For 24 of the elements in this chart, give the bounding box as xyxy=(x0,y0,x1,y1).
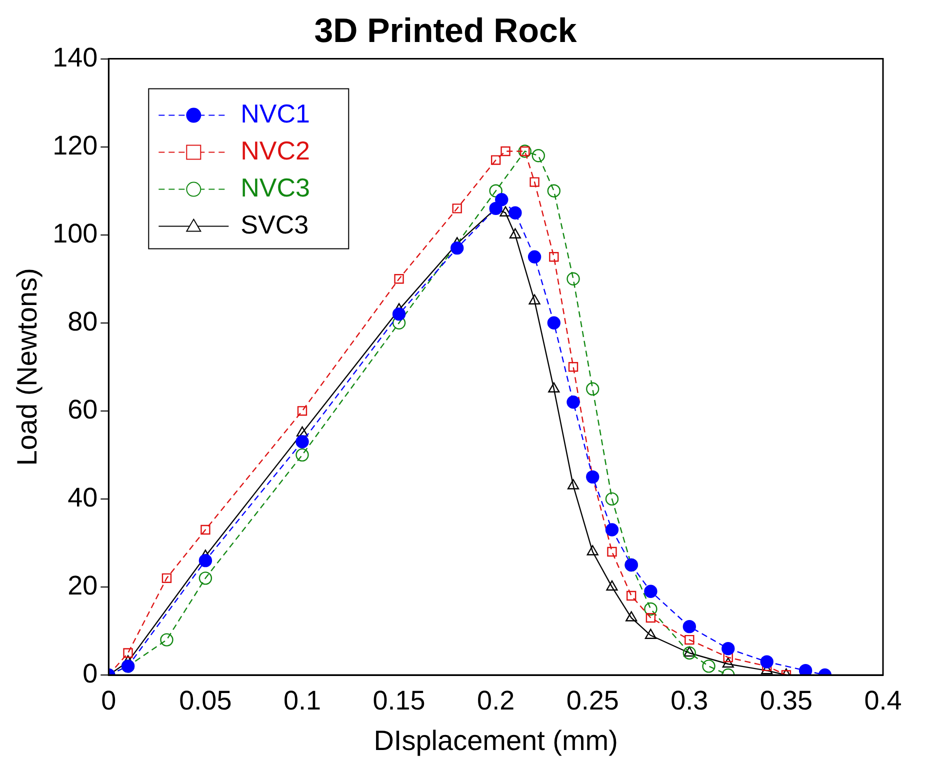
y-tick-label: 40 xyxy=(68,482,98,512)
legend-label: SVC3 xyxy=(240,209,309,240)
y-tick-label: 20 xyxy=(68,570,98,600)
x-tick-label: 0.2 xyxy=(477,686,515,716)
y-tick-label: 140 xyxy=(52,42,98,72)
y-tick-label: 100 xyxy=(52,218,98,248)
y-tick-label: 80 xyxy=(68,306,98,336)
x-tick-label: 0.35 xyxy=(760,686,812,716)
legend-label: NVC1 xyxy=(240,98,310,128)
legend-label: NVC3 xyxy=(240,172,310,202)
x-tick-label: 0 xyxy=(101,686,116,716)
y-tick-label: 120 xyxy=(52,130,98,160)
chart-title: 3D Printed Rock xyxy=(314,12,577,50)
legend-label: NVC2 xyxy=(240,135,310,166)
y-axis-title: Load (Newtons) xyxy=(12,268,43,466)
x-axis-title: DIsplacement (mm) xyxy=(374,724,618,756)
y-tick-label: 0 xyxy=(82,658,98,688)
y-tick-label: 60 xyxy=(68,394,98,424)
x-tick-label: 0.15 xyxy=(372,686,426,716)
x-tick-label: 0.05 xyxy=(179,686,232,716)
x-tick-label: 0.4 xyxy=(864,686,902,716)
x-tick-label: 0.25 xyxy=(566,686,619,716)
x-tick-label: 0.3 xyxy=(670,686,708,716)
x-tick-label: 0.1 xyxy=(283,686,322,716)
